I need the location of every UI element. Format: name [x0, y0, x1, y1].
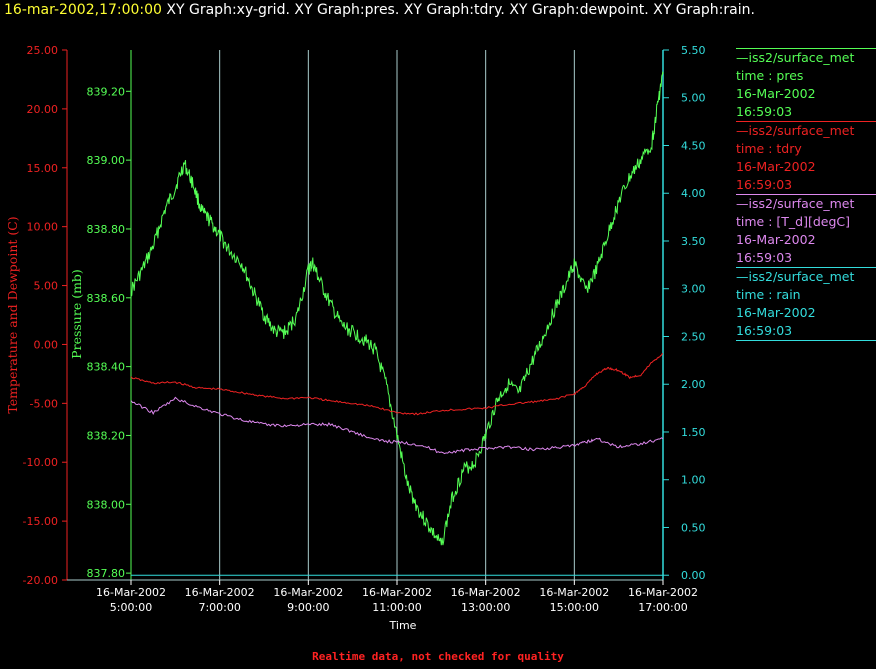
time-tick-time: 11:00:00 — [372, 601, 421, 614]
legend-bottom-rule — [736, 340, 876, 341]
pressure-axis-label: Pressure (mb) — [69, 269, 84, 359]
time-tick-date: 16-Mar-2002 — [273, 586, 343, 599]
time-tick-time: 7:00:00 — [198, 601, 240, 614]
legend-var: time : tdry — [736, 141, 802, 156]
rain-tick-label: 4.50 — [681, 139, 706, 152]
legend-line: —iss2/surface_met — [736, 269, 855, 284]
legend-time: 16:59:03 — [736, 323, 793, 338]
rain-tick-label: 1.00 — [681, 474, 706, 487]
pressure-tick-label: 838.40 — [87, 361, 126, 374]
legend-line: —iss2/surface_met — [736, 123, 855, 138]
legend-var: time : [T_d][degC] — [736, 214, 851, 229]
temp-tick-label: 0.00 — [34, 338, 59, 351]
pressure-tick-label: 838.60 — [87, 292, 126, 305]
legend-date: 16-Mar-2002 — [736, 232, 816, 247]
rain-tick-label: 2.00 — [681, 378, 706, 391]
time-axis-label: Time — [389, 619, 417, 632]
time-tick-date: 16-Mar-2002 — [185, 586, 255, 599]
pressure-tick-label: 837.80 — [87, 567, 126, 580]
series-dewpoint — [130, 396, 664, 455]
temp-tick-label: -20.00 — [23, 574, 58, 587]
temp-tick-label: -15.00 — [23, 515, 58, 528]
legend-time: 16:59:03 — [736, 104, 793, 119]
rain-tick-label: 1.50 — [681, 426, 706, 439]
pressure-tick-label: 839.20 — [87, 85, 126, 98]
window-title: 16-mar-2002,17:00:00 XY Graph:xy-grid. X… — [4, 2, 755, 18]
temp-tick-label: -10.00 — [23, 456, 58, 469]
temp-tick-label: -5.00 — [30, 397, 58, 410]
title-timestamp: 16-mar-2002,17:00:00 — [4, 2, 162, 18]
time-tick-time: 13:00:00 — [461, 601, 510, 614]
legend-time: 16:59:03 — [736, 177, 793, 192]
time-tick-date: 16-Mar-2002 — [628, 586, 698, 599]
temp-axis-label: Temperature and Dewpoint (C) — [5, 216, 20, 413]
pressure-tick-label: 838.20 — [87, 429, 126, 442]
temp-tick-label: 25.00 — [27, 44, 59, 57]
legend-line: —iss2/surface_met — [736, 50, 855, 65]
time-tick-date: 16-Mar-2002 — [451, 586, 521, 599]
legend-var: time : pres — [736, 68, 804, 83]
rain-tick-label: 0.50 — [681, 521, 706, 534]
time-tick-time: 5:00:00 — [110, 601, 152, 614]
rain-tick-label: 3.50 — [681, 235, 706, 248]
legend-var: time : rain — [736, 287, 801, 302]
time-tick-time: 15:00:00 — [550, 601, 599, 614]
title-graph-list: XY Graph:xy-grid. XY Graph:pres. XY Grap… — [166, 2, 755, 18]
rain-tick-label: 5.50 — [681, 44, 706, 57]
temp-tick-label: 5.00 — [34, 280, 59, 293]
time-tick-time: 17:00:00 — [638, 601, 687, 614]
rain-tick-label: 4.00 — [681, 187, 706, 200]
pressure-tick-label: 838.80 — [87, 223, 126, 236]
series-tdry — [130, 353, 664, 416]
legend: —iss2/surface_met time : pres 16-Mar-2002 1… — [736, 48, 876, 341]
legend-line: —iss2/surface_met — [736, 196, 855, 211]
time-tick-time: 9:00:00 — [287, 601, 329, 614]
time-tick-date: 16-Mar-2002 — [539, 586, 609, 599]
legend-date: 16-Mar-2002 — [736, 159, 816, 174]
temp-tick-label: 20.00 — [27, 103, 59, 116]
time-tick-date: 16-Mar-2002 — [362, 586, 432, 599]
quality-footer: Realtime data, not checked for quality — [312, 650, 564, 663]
series-pres — [130, 71, 664, 546]
pressure-tick-label: 839.00 — [87, 154, 126, 167]
legend-date: 16-Mar-2002 — [736, 86, 816, 101]
time-tick-date: 16-Mar-2002 — [96, 586, 166, 599]
temp-tick-label: 15.00 — [27, 162, 59, 175]
temp-tick-label: 10.00 — [27, 221, 59, 234]
rain-tick-label: 5.00 — [681, 92, 706, 105]
legend-date: 16-Mar-2002 — [736, 305, 816, 320]
rain-tick-label: 2.50 — [681, 330, 706, 343]
pressure-tick-label: 838.00 — [87, 498, 126, 511]
legend-time: 16:59:03 — [736, 250, 793, 265]
rain-tick-label: 0.00 — [681, 569, 706, 582]
rain-tick-label: 3.00 — [681, 283, 706, 296]
